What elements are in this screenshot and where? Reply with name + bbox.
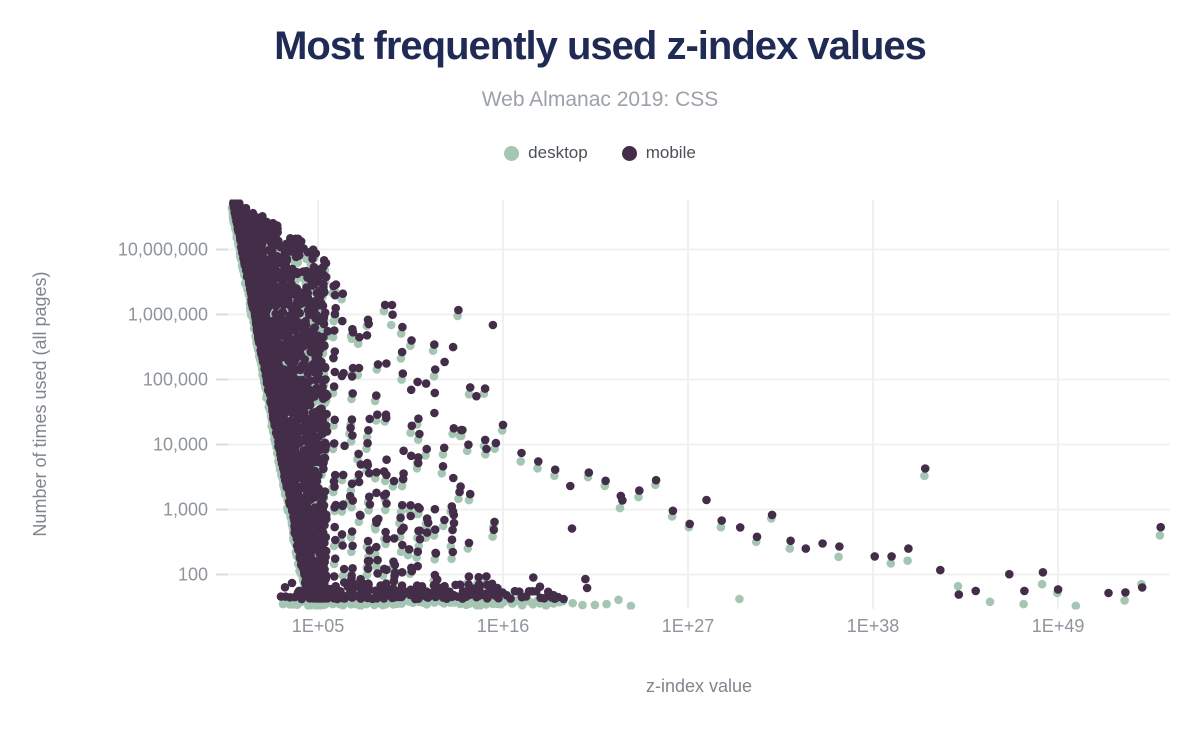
x-tick-label: 1E+38	[847, 616, 900, 636]
legend: desktop mobile	[0, 143, 1200, 163]
legend-item-desktop[interactable]: desktop	[504, 143, 588, 163]
mobile-swatch-icon	[621, 145, 637, 161]
legend-label-mobile: mobile	[645, 143, 696, 162]
y-tick-label: 1,000	[163, 500, 208, 520]
axis-tick-labels: 100 1,000 10,000 100,000 1,000,000 10,000,000…	[118, 240, 1084, 637]
desktop-swatch-icon	[504, 145, 520, 161]
legend-item-mobile[interactable]: mobile	[621, 143, 696, 163]
y-tick-label: 1,000,000	[128, 305, 208, 325]
mobile-points[interactable]	[229, 195, 1165, 604]
y-tick-label: 10,000,000	[118, 240, 208, 260]
x-axis-title: z-index value	[646, 676, 752, 696]
x-tick-label: 1E+27	[662, 616, 715, 636]
x-tick-label: 1E+49	[1032, 616, 1085, 636]
x-tick-label: 1E+05	[292, 616, 345, 636]
legend-label-desktop: desktop	[528, 143, 588, 162]
y-tick-label: 10,000	[153, 435, 208, 455]
y-axis-title: Number of times used (all pages)	[30, 271, 50, 536]
chart-title: Most frequently used z-index values	[274, 24, 927, 68]
chart-subtitle: Web Almanac 2019: CSS	[481, 88, 719, 111]
y-tick-label: 100	[178, 565, 208, 585]
y-tick-label: 100,000	[143, 370, 208, 390]
x-tick-label: 1E+16	[477, 616, 530, 636]
